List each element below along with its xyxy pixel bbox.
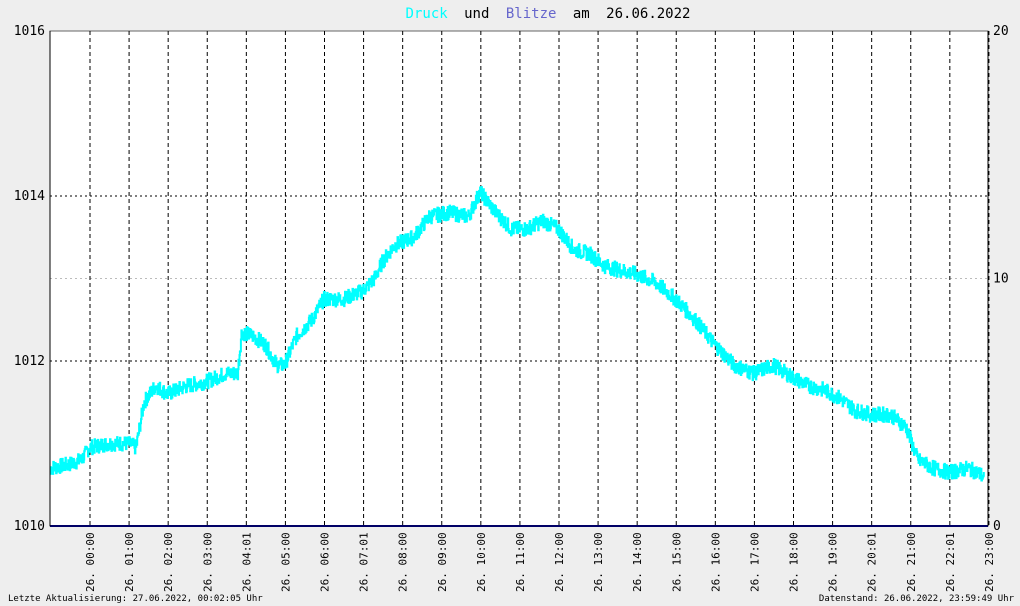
x-tick-label: 26. 21:00: [905, 532, 918, 592]
y-right-tick-label: 0: [993, 519, 1001, 534]
x-tick-label: 26. 14:00: [631, 532, 644, 592]
x-tick-label: 26. 17:00: [748, 532, 761, 592]
y-left-tick-label: 1010: [14, 519, 45, 534]
x-tick-label: 26. 22:01: [944, 532, 957, 592]
x-tick-label: 26. 15:00: [670, 532, 683, 592]
x-tick-label: 26. 03:00: [201, 532, 214, 592]
title-date: 26.06.2022: [606, 6, 690, 22]
chart-title: Druck und Blitze am 26.06.2022: [406, 6, 691, 22]
x-tick-label: 26. 12:00: [553, 532, 566, 592]
x-tick-label: 26. 11:00: [514, 532, 527, 592]
series-druck-line: [49, 186, 985, 482]
x-tick-label: 26. 02:00: [162, 532, 175, 592]
x-tick-label: 26. 06:00: [319, 532, 332, 592]
x-tick-label: 26. 09:00: [436, 532, 449, 592]
title-series-druck: Druck: [406, 6, 449, 22]
footer-data-status: Datenstand: 26.06.2022, 23:59:49 Uhr: [819, 594, 1015, 604]
x-tick-label: 26. 19:00: [827, 532, 840, 592]
y-axis-right-labels: 0 10 20: [993, 24, 1009, 534]
x-tick-label: 26. 23:00: [983, 532, 996, 592]
x-tick-label: 26. 07:01: [358, 532, 371, 592]
x-tick-label: 26. 00:00: [84, 532, 97, 592]
x-tick-label: 26. 01:00: [123, 532, 136, 592]
x-tick-label: 26. 20:01: [866, 532, 879, 592]
x-tick-label: 26. 16:00: [709, 532, 722, 592]
y-right-tick-label: 10: [993, 272, 1009, 287]
x-tick-label: 26. 04:01: [240, 532, 253, 592]
x-axis-labels: 26. 00:00 26. 01:00 26. 02:00 26. 03:00 26. …: [84, 532, 996, 592]
title-series-blitze: Blitze: [506, 6, 557, 22]
y-axis-left-labels: 1010 1012 1014 1016: [14, 24, 45, 534]
title-connector-und: und: [464, 6, 489, 22]
y-left-tick-label: 1012: [14, 354, 45, 369]
vertical-grid: [89, 31, 990, 526]
x-tick-label: 26. 05:00: [279, 532, 292, 592]
horizontal-grid: [50, 195, 988, 362]
x-tick-label: 26. 18:00: [788, 532, 801, 592]
y-right-tick-label: 20: [993, 24, 1009, 39]
y-left-tick-label: 1016: [14, 24, 45, 39]
footer-last-update: Letzte Aktualisierung: 27.06.2022, 00:02…: [8, 594, 263, 604]
x-tick-label: 26. 13:00: [592, 532, 605, 592]
series-layer: [49, 186, 988, 527]
x-tick-label: 26. 10:00: [475, 532, 488, 592]
x-tick-label: 26. 08:00: [397, 532, 410, 592]
title-connector-am: am: [573, 6, 590, 22]
y-left-tick-label: 1014: [14, 189, 45, 204]
